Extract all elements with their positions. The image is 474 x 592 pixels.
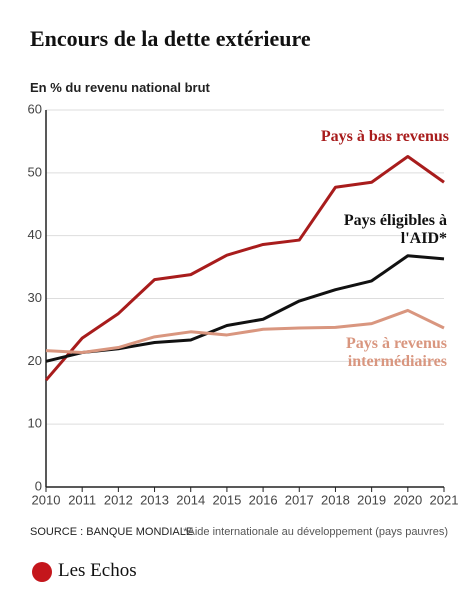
series-label: Pays à revenus intermédiaires xyxy=(345,335,447,370)
x-tick-label: 2016 xyxy=(249,492,278,507)
x-tick-label: 2020 xyxy=(393,492,422,507)
x-tick-label: 2021 xyxy=(430,492,459,507)
x-tick-label: 2014 xyxy=(176,492,205,507)
logo-icon xyxy=(32,562,52,582)
y-tick-label: 20 xyxy=(28,353,42,368)
y-tick-label: 50 xyxy=(28,164,42,179)
logo: Les Echos xyxy=(58,560,137,581)
x-tick-label: 2019 xyxy=(357,492,386,507)
subtitle: En % du revenu national brut xyxy=(30,80,210,95)
x-tick-label: 2013 xyxy=(140,492,169,507)
y-tick-label: 60 xyxy=(28,101,42,116)
x-tick-label: 2012 xyxy=(104,492,133,507)
y-tick-label: 30 xyxy=(28,290,42,305)
x-tick-label: 2017 xyxy=(285,492,314,507)
series-line xyxy=(44,154,445,382)
series-label: Pays éligibles à l'AID* xyxy=(343,212,447,247)
note: *Aide internationale au développement (p… xyxy=(183,526,448,538)
series-line xyxy=(45,308,445,355)
x-tick-label: 2015 xyxy=(212,492,241,507)
x-tick-label: 2010 xyxy=(32,492,61,507)
x-tick-label: 2018 xyxy=(321,492,350,507)
source: SOURCE : BANQUE MONDIALE xyxy=(30,526,194,538)
y-tick-label: 10 xyxy=(28,416,42,431)
y-tick-label: 0 xyxy=(35,478,42,493)
y-tick-label: 40 xyxy=(28,227,42,242)
x-tick-label: 2011 xyxy=(68,492,96,507)
series-label: Pays à bas revenus xyxy=(320,128,449,145)
chart-title: Encours de la dette extérieure xyxy=(30,26,311,51)
